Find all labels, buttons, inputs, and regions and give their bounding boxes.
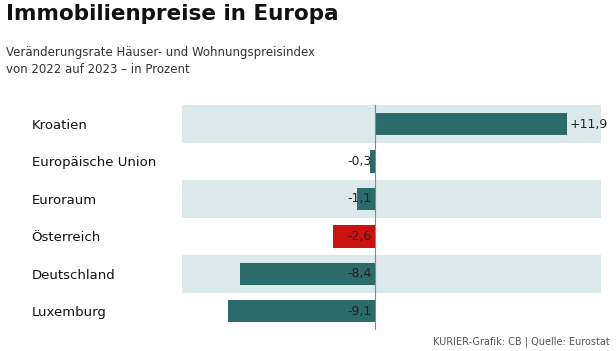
Bar bbox=[182, 105, 601, 143]
Bar bbox=[182, 292, 601, 330]
Bar bbox=[333, 225, 375, 247]
Bar bbox=[229, 300, 375, 323]
Text: -1,1: -1,1 bbox=[347, 192, 372, 205]
Text: von 2022 auf 2023 – in Prozent: von 2022 auf 2023 – in Prozent bbox=[6, 63, 190, 76]
Text: -9,1: -9,1 bbox=[347, 305, 372, 318]
Text: Veränderungsrate Häuser- und Wohnungspreisindex: Veränderungsrate Häuser- und Wohnungspre… bbox=[6, 46, 315, 59]
Text: -8,4: -8,4 bbox=[347, 267, 372, 280]
Bar bbox=[375, 113, 567, 135]
Bar bbox=[182, 218, 601, 255]
Text: Immobilienpreise in Europa: Immobilienpreise in Europa bbox=[6, 4, 339, 24]
Bar bbox=[182, 143, 601, 180]
Bar bbox=[370, 150, 375, 173]
Bar bbox=[240, 263, 375, 285]
Text: KURIER-Grafik: CB | Quelle: Eurostat: KURIER-Grafik: CB | Quelle: Eurostat bbox=[433, 337, 610, 347]
Text: -2,6: -2,6 bbox=[347, 230, 372, 243]
Text: +11,9: +11,9 bbox=[570, 118, 608, 131]
Bar bbox=[357, 188, 375, 210]
Text: -0,3: -0,3 bbox=[347, 155, 372, 168]
Bar bbox=[182, 180, 601, 218]
Bar bbox=[182, 255, 601, 292]
